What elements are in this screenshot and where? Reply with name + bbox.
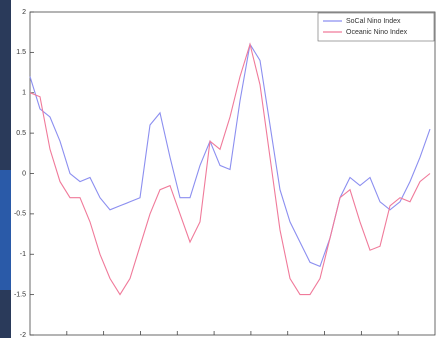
background-photo-strip: [0, 170, 11, 290]
y-tick-label: -1.5: [14, 291, 26, 298]
y-tick-label: -1: [20, 251, 26, 258]
legend-label: Oceanic Nino Index: [346, 29, 408, 36]
legend-label: SoCal Nino Index: [346, 18, 401, 25]
line-series: [29, 42, 431, 296]
line-series: [29, 42, 431, 268]
y-tick-label: 2: [22, 9, 26, 16]
plot-frame: [29, 11, 436, 336]
y-tick-label: -0.5: [14, 211, 26, 218]
y-tick-label: -2: [20, 332, 26, 338]
background-photo-strip: [0, 0, 11, 338]
legend-box: [317, 12, 435, 42]
y-tick-label: 1.5: [16, 49, 26, 56]
y-tick-label: 1: [22, 90, 26, 97]
y-tick-label: 0: [22, 170, 26, 177]
y-tick-label: 0.5: [16, 130, 26, 137]
